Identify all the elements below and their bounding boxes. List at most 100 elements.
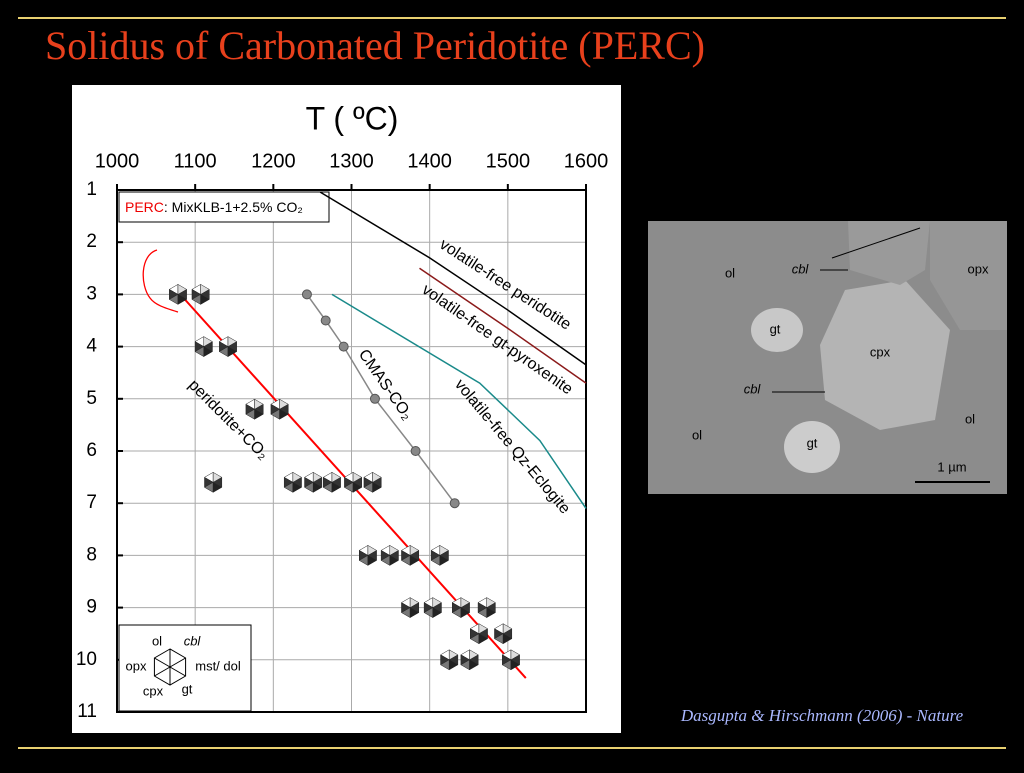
y-tick-label: 6: [86, 440, 97, 461]
experiment-point: [304, 471, 323, 493]
y-tick-label: 4: [86, 336, 97, 357]
experiment-point: [501, 649, 521, 671]
marker-key-label: mst/ dol: [195, 658, 241, 673]
experiment-point: [400, 544, 420, 566]
hex-segment: [254, 398, 264, 410]
hex-segment: [372, 471, 382, 483]
hex-segment: [200, 283, 210, 295]
experiment-point: [168, 283, 188, 305]
experiment-point: [194, 336, 213, 358]
experiment-point: [380, 544, 399, 566]
y-tick-label: 9: [86, 597, 97, 618]
x-tick-label: 1500: [486, 150, 531, 172]
photo-label: ol: [965, 411, 975, 426]
experiment-point: [477, 597, 496, 619]
hex-segment: [510, 649, 521, 661]
grain: [848, 221, 930, 285]
marker-key-label: gt: [182, 681, 193, 696]
y-tick-label: 5: [86, 388, 97, 409]
x-tick-label: 1200: [251, 150, 296, 172]
photo-label: ol: [725, 265, 735, 280]
experiment-point: [460, 649, 479, 671]
x-axis-title: T ( ºC): [306, 100, 399, 136]
hex-segment: [389, 544, 399, 556]
photo-label: cbl: [792, 261, 810, 276]
slide-title: Solidus of Carbonated Peridotite (PERC): [45, 23, 705, 68]
photo-label: 1 µm: [937, 459, 966, 474]
curve-point: [410, 446, 421, 456]
hex-segment: [203, 336, 213, 348]
experiment-point: [203, 471, 223, 493]
experiment-point: [245, 398, 264, 420]
y-tick-label: 8: [86, 544, 97, 565]
key-spoke: [154, 657, 186, 677]
marker-key-box: [118, 624, 252, 712]
experiment-point: [270, 398, 289, 420]
curve-point: [301, 289, 312, 300]
legend-highlight: PERC: [125, 199, 164, 215]
experiment-point: [451, 597, 471, 619]
hex-segment: [448, 649, 459, 661]
hex-segment: [279, 398, 289, 410]
legend-text: PERC: MixKLB-1+2.5% CO₂: [125, 199, 303, 215]
experiment-point: [191, 283, 210, 305]
photo-label: gt: [807, 435, 818, 450]
curve-point: [449, 498, 460, 509]
experiment-point: [218, 336, 238, 358]
curve-point: [338, 341, 349, 352]
experiment-point: [440, 649, 459, 671]
plot-frame: [116, 189, 587, 713]
curve-point: [320, 315, 331, 326]
x-tick-label: 1300: [329, 150, 374, 172]
y-tick-label: 11: [77, 701, 97, 722]
y-tick-label: 1: [86, 179, 97, 200]
experiment-point: [322, 471, 342, 493]
hex-segment: [409, 544, 420, 556]
curve: [319, 191, 587, 366]
grain: [930, 221, 1007, 330]
hex-segment: [460, 597, 471, 609]
grain: [820, 280, 950, 430]
experiment-point: [430, 544, 449, 566]
x-tick-label: 1100: [174, 150, 217, 172]
hex-segment: [177, 283, 188, 295]
hex-segment: [469, 649, 479, 661]
hex-segment: [212, 471, 223, 483]
hex-segment: [367, 544, 378, 556]
experiment-point: [423, 597, 442, 619]
grain: [784, 421, 840, 473]
legend-box: [118, 191, 330, 223]
curve: [306, 293, 456, 504]
photo-label: gt: [770, 321, 781, 336]
citation: Dasgupta & Hirschmann (2006) - Nature: [680, 706, 964, 725]
grain: [751, 308, 803, 352]
hex-segment: [502, 623, 513, 635]
x-tick-label: 1400: [407, 150, 452, 172]
y-tick-label: 3: [86, 283, 97, 304]
marker-key-label: cbl: [184, 633, 202, 648]
experiment-point: [400, 597, 420, 619]
annotation-bracket: [142, 249, 179, 313]
y-tick-label: 2: [86, 231, 97, 252]
marker-key-label: ol: [152, 633, 162, 648]
photo: ol cbl opx gt cpx cbl ol ol gt 1 µm: [648, 221, 1007, 494]
y-tick-label: 10: [76, 649, 97, 670]
x-tick-label: 1600: [564, 150, 609, 172]
hex-segment: [312, 471, 323, 483]
hex-segment: [292, 471, 303, 483]
curve: [419, 267, 587, 384]
hex-segment: [478, 623, 489, 635]
legend-label: : MixKLB-1+2.5% CO₂: [164, 199, 303, 215]
curve: [331, 293, 587, 509]
hex-segment: [352, 471, 363, 483]
photo-label: cbl: [744, 381, 762, 396]
experiment-point: [343, 471, 363, 493]
arrow: [831, 227, 921, 259]
marker-key-label: cpx: [143, 683, 164, 698]
photo-label: cpx: [870, 344, 891, 359]
hex-segment: [227, 336, 238, 348]
experiment-point: [469, 623, 489, 645]
key-hex: [153, 648, 187, 686]
hex-segment: [486, 597, 496, 609]
